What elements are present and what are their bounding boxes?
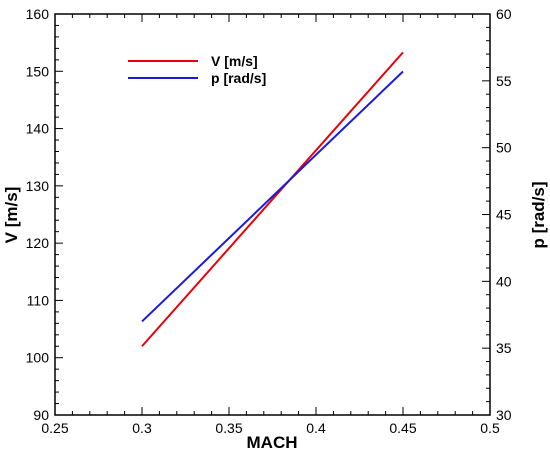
series-line-p bbox=[141, 70, 404, 323]
y-left-tick-label: 110 bbox=[27, 292, 50, 308]
y-left-tick-label: 160 bbox=[26, 6, 50, 22]
y-left-tick-label: 100 bbox=[26, 350, 50, 366]
x-tick-label: 0.3 bbox=[132, 420, 152, 436]
y-right-tick-label: 50 bbox=[496, 140, 512, 156]
y-right-tick-label: 55 bbox=[496, 73, 512, 89]
y-right-tick-label: 60 bbox=[496, 6, 512, 22]
legend: V [m/s] p [rad/s] bbox=[128, 53, 266, 86]
y-left-tick-label: 140 bbox=[26, 121, 50, 137]
y-left-tick-label: 120 bbox=[26, 235, 50, 251]
left-y-axis-title: V [m/s] bbox=[2, 187, 21, 244]
ticks bbox=[54, 13, 491, 416]
y-left-tick-label: 90 bbox=[33, 407, 49, 423]
plot-frame bbox=[54, 13, 491, 416]
x-axis-title: MACH bbox=[247, 433, 298, 452]
x-tick-label: 0.45 bbox=[389, 420, 416, 436]
y-left-tick-label: 150 bbox=[26, 63, 50, 79]
x-tick-label: 0.5 bbox=[480, 420, 500, 436]
right-y-axis-title: p [rad/s] bbox=[529, 181, 548, 248]
x-tick-label: 0.4 bbox=[306, 420, 326, 436]
y-right-tick-label: 30 bbox=[496, 407, 512, 423]
tick-labels: 0.25 0.3 0.35 0.4 0.45 0.5 90 100 110 120 130 140 15… bbox=[26, 6, 512, 436]
y-right-tick-label: 40 bbox=[496, 273, 512, 289]
y-right-tick-label: 45 bbox=[496, 207, 512, 223]
y-right-tick-label: 35 bbox=[496, 340, 512, 356]
legend-label-p: p [rad/s] bbox=[211, 70, 266, 86]
series-lines bbox=[141, 51, 404, 347]
series-line-v bbox=[141, 51, 404, 347]
x-tick-label: 0.25 bbox=[41, 420, 68, 436]
y-left-tick-label: 130 bbox=[26, 178, 50, 194]
legend-label-v: V [m/s] bbox=[211, 53, 258, 69]
x-tick-label: 0.35 bbox=[215, 420, 242, 436]
